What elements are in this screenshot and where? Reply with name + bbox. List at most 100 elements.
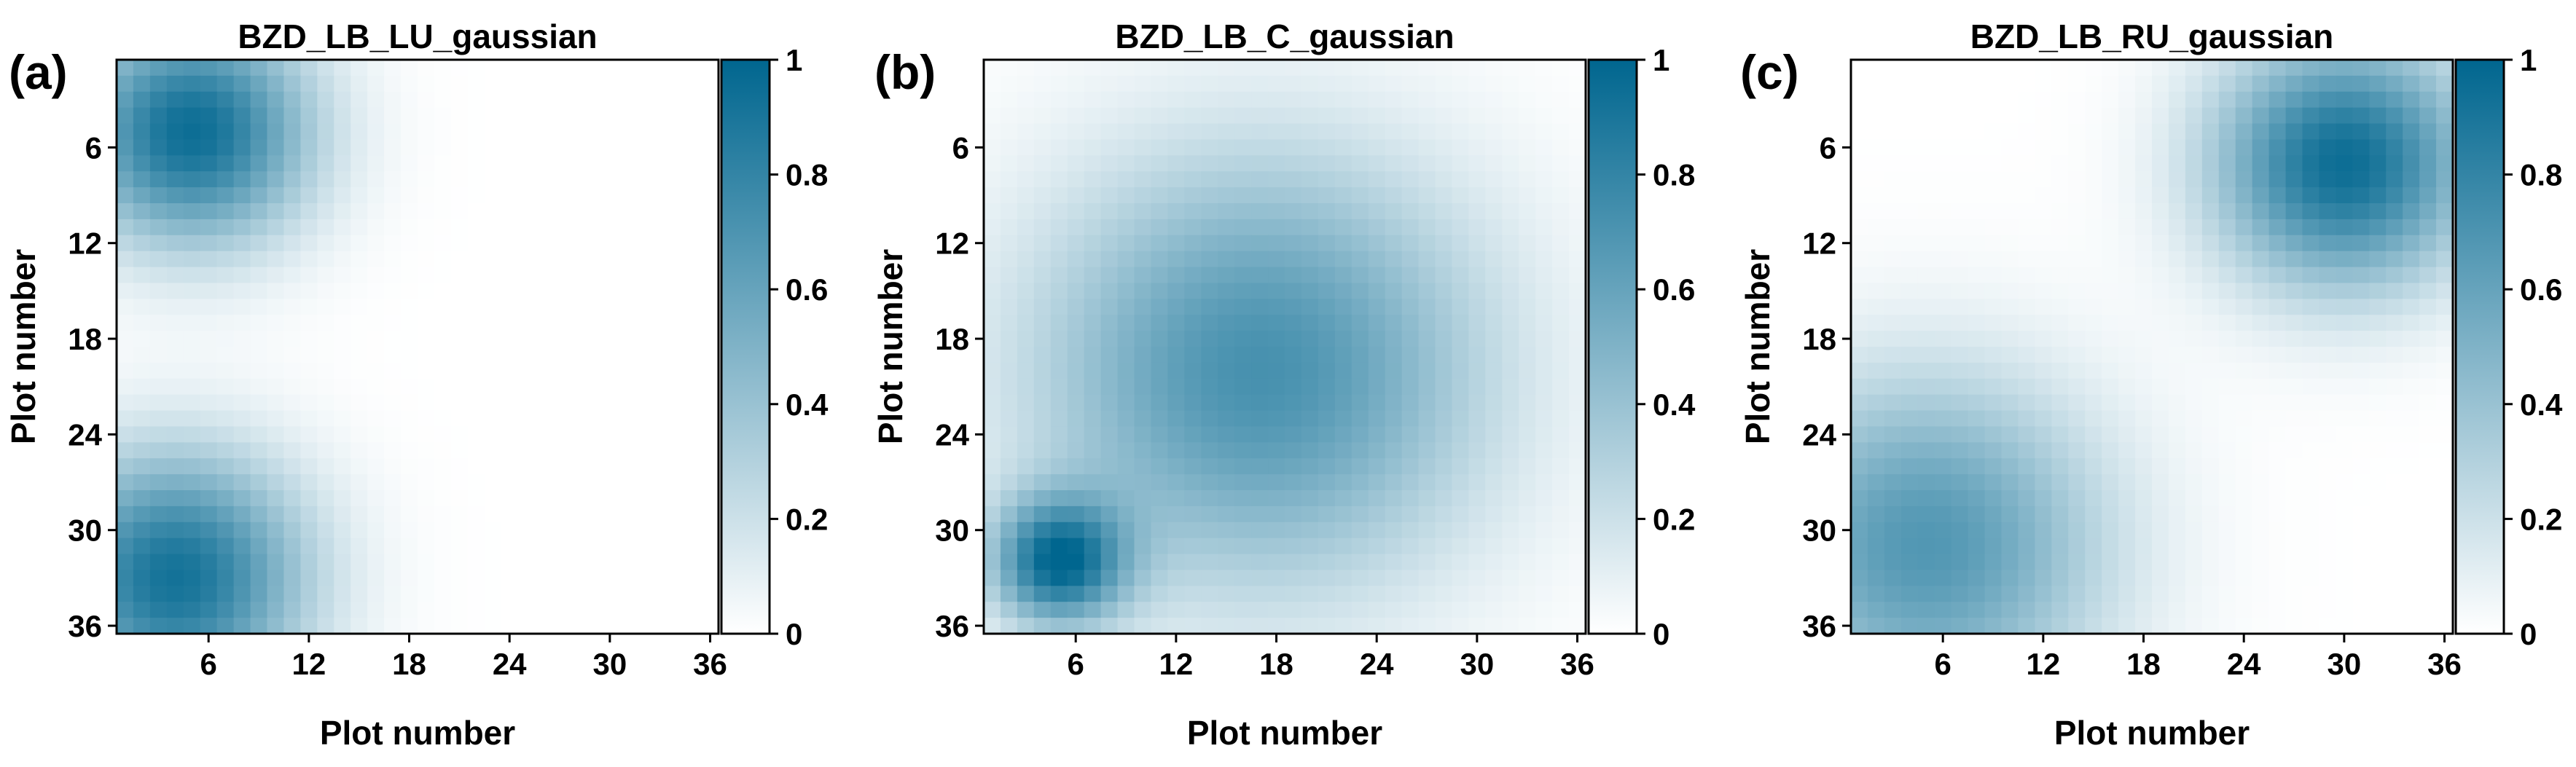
- heatmap-cell: [1435, 474, 1453, 491]
- heatmap-cell: [283, 347, 301, 363]
- heatmap-cell: [1502, 458, 1519, 475]
- heatmap-cell: [1401, 347, 1420, 363]
- heatmap-cell: [2118, 458, 2136, 475]
- heatmap-cell: [1867, 91, 1885, 109]
- heatmap-cell: [334, 251, 351, 268]
- heatmap-cell: [1569, 251, 1586, 268]
- heatmap-cell: [2419, 570, 2437, 586]
- heatmap-cell: [1285, 235, 1302, 252]
- heatmap-cell: [2201, 187, 2220, 204]
- heatmap-cell: [551, 331, 569, 347]
- heatmap-cell: [367, 251, 385, 268]
- heatmap-cell: [1418, 235, 1436, 252]
- heatmap-cell: [1334, 570, 1352, 586]
- heatmap-cell: [1418, 442, 1436, 459]
- heatmap-cell: [1117, 203, 1135, 220]
- heatmap-cell: [1452, 538, 1469, 555]
- heatmap-cell: [2336, 283, 2353, 299]
- heatmap-cell: [1968, 107, 1986, 125]
- heatmap-cell: [2319, 91, 2336, 109]
- heatmap-cell: [401, 458, 418, 475]
- heatmap-cell: [1485, 267, 1503, 284]
- heatmap-cell: [267, 410, 285, 428]
- heatmap-cell: [1968, 187, 1986, 204]
- heatmap-cell: [1867, 299, 1885, 315]
- heatmap-cell: [2252, 522, 2270, 539]
- heatmap-cell: [2035, 474, 2052, 491]
- heatmap-cell: [367, 362, 385, 379]
- heatmap-cell: [1435, 331, 1453, 347]
- heatmap-cell: [133, 235, 151, 252]
- heatmap-cell: [2102, 442, 2119, 459]
- heatmap-cell: [534, 602, 552, 618]
- heatmap-cell: [1084, 267, 1102, 284]
- heatmap-cell: [250, 267, 268, 284]
- heatmap-cell: [484, 586, 502, 602]
- heatmap-cell: [651, 410, 669, 428]
- heatmap-cell: [2419, 602, 2437, 618]
- heatmap-cell: [484, 139, 502, 156]
- heatmap-cell: [984, 586, 1001, 602]
- heatmap-cell: [166, 60, 184, 76]
- heatmap-cell: [467, 171, 485, 188]
- heatmap-cell: [2319, 75, 2336, 93]
- heatmap-cell: [1268, 155, 1285, 172]
- heatmap-cell: [1334, 362, 1352, 379]
- heatmap-cell: [1067, 203, 1085, 220]
- heatmap-cell: [1084, 362, 1102, 379]
- heatmap-cell: [1435, 91, 1453, 109]
- heatmap-cell: [2302, 538, 2320, 555]
- heatmap-cell: [1485, 283, 1503, 299]
- heatmap-cell: [267, 187, 285, 204]
- heatmap-cell: [2135, 91, 2153, 109]
- heatmap-cell: [668, 522, 686, 539]
- heatmap-cell: [668, 378, 686, 396]
- heatmap-cell: [2135, 474, 2153, 491]
- heatmap-cell: [584, 171, 602, 188]
- heatmap-cell: [2168, 139, 2186, 156]
- heatmap-cell: [434, 171, 452, 188]
- heatmap-cell: [250, 602, 268, 618]
- heatmap-cell: [250, 410, 268, 428]
- heatmap-cell: [384, 331, 402, 347]
- heatmap-cell: [133, 107, 151, 125]
- heatmap-cell: [2218, 458, 2236, 475]
- heatmap-cell: [2268, 474, 2287, 491]
- heatmap-cell: [1201, 331, 1218, 347]
- heatmap-cell: [1502, 506, 1519, 523]
- heatmap-cell: [1285, 378, 1302, 396]
- heatmap-cell: [1452, 107, 1469, 125]
- heatmap-cell: [1251, 171, 1269, 188]
- heatmap-cell: [1134, 283, 1152, 299]
- heatmap-cell: [1368, 60, 1386, 76]
- heatmap-cell: [1033, 347, 1052, 363]
- heatmap-cell: [2235, 506, 2253, 523]
- heatmap-cell: [1067, 299, 1085, 315]
- heatmap-cell: [1851, 394, 1868, 412]
- heatmap-cell: [2436, 586, 2454, 602]
- heatmap-cell: [551, 91, 569, 109]
- heatmap-cell: [1351, 315, 1369, 331]
- heatmap-cell: [2118, 187, 2136, 204]
- heatmap-cell: [534, 362, 552, 379]
- heatmap-cell: [1084, 538, 1102, 555]
- heatmap-cell: [2118, 426, 2136, 443]
- heatmap-cells: [117, 60, 719, 634]
- heatmap-cell: [2386, 219, 2403, 236]
- heatmap-cell: [1351, 570, 1369, 586]
- heatmap-cell: [551, 187, 569, 204]
- heatmap-cell: [418, 410, 435, 428]
- heatmap-cell: [618, 347, 635, 363]
- heatmap-cell: [1184, 618, 1202, 634]
- heatmap-cell: [651, 235, 669, 252]
- heatmap-cell: [133, 426, 151, 443]
- heatmap-cell: [267, 171, 285, 188]
- heatmap-cell: [2152, 187, 2169, 204]
- heatmap-cell: [401, 331, 418, 347]
- heatmap-cell: [668, 60, 686, 76]
- heatmap-cell: [334, 139, 351, 156]
- heatmap-cell: [1184, 442, 1202, 459]
- heatmap-cell: [1167, 378, 1185, 396]
- heatmap-cell: [2218, 394, 2236, 412]
- heatmap-cell: [2235, 331, 2253, 347]
